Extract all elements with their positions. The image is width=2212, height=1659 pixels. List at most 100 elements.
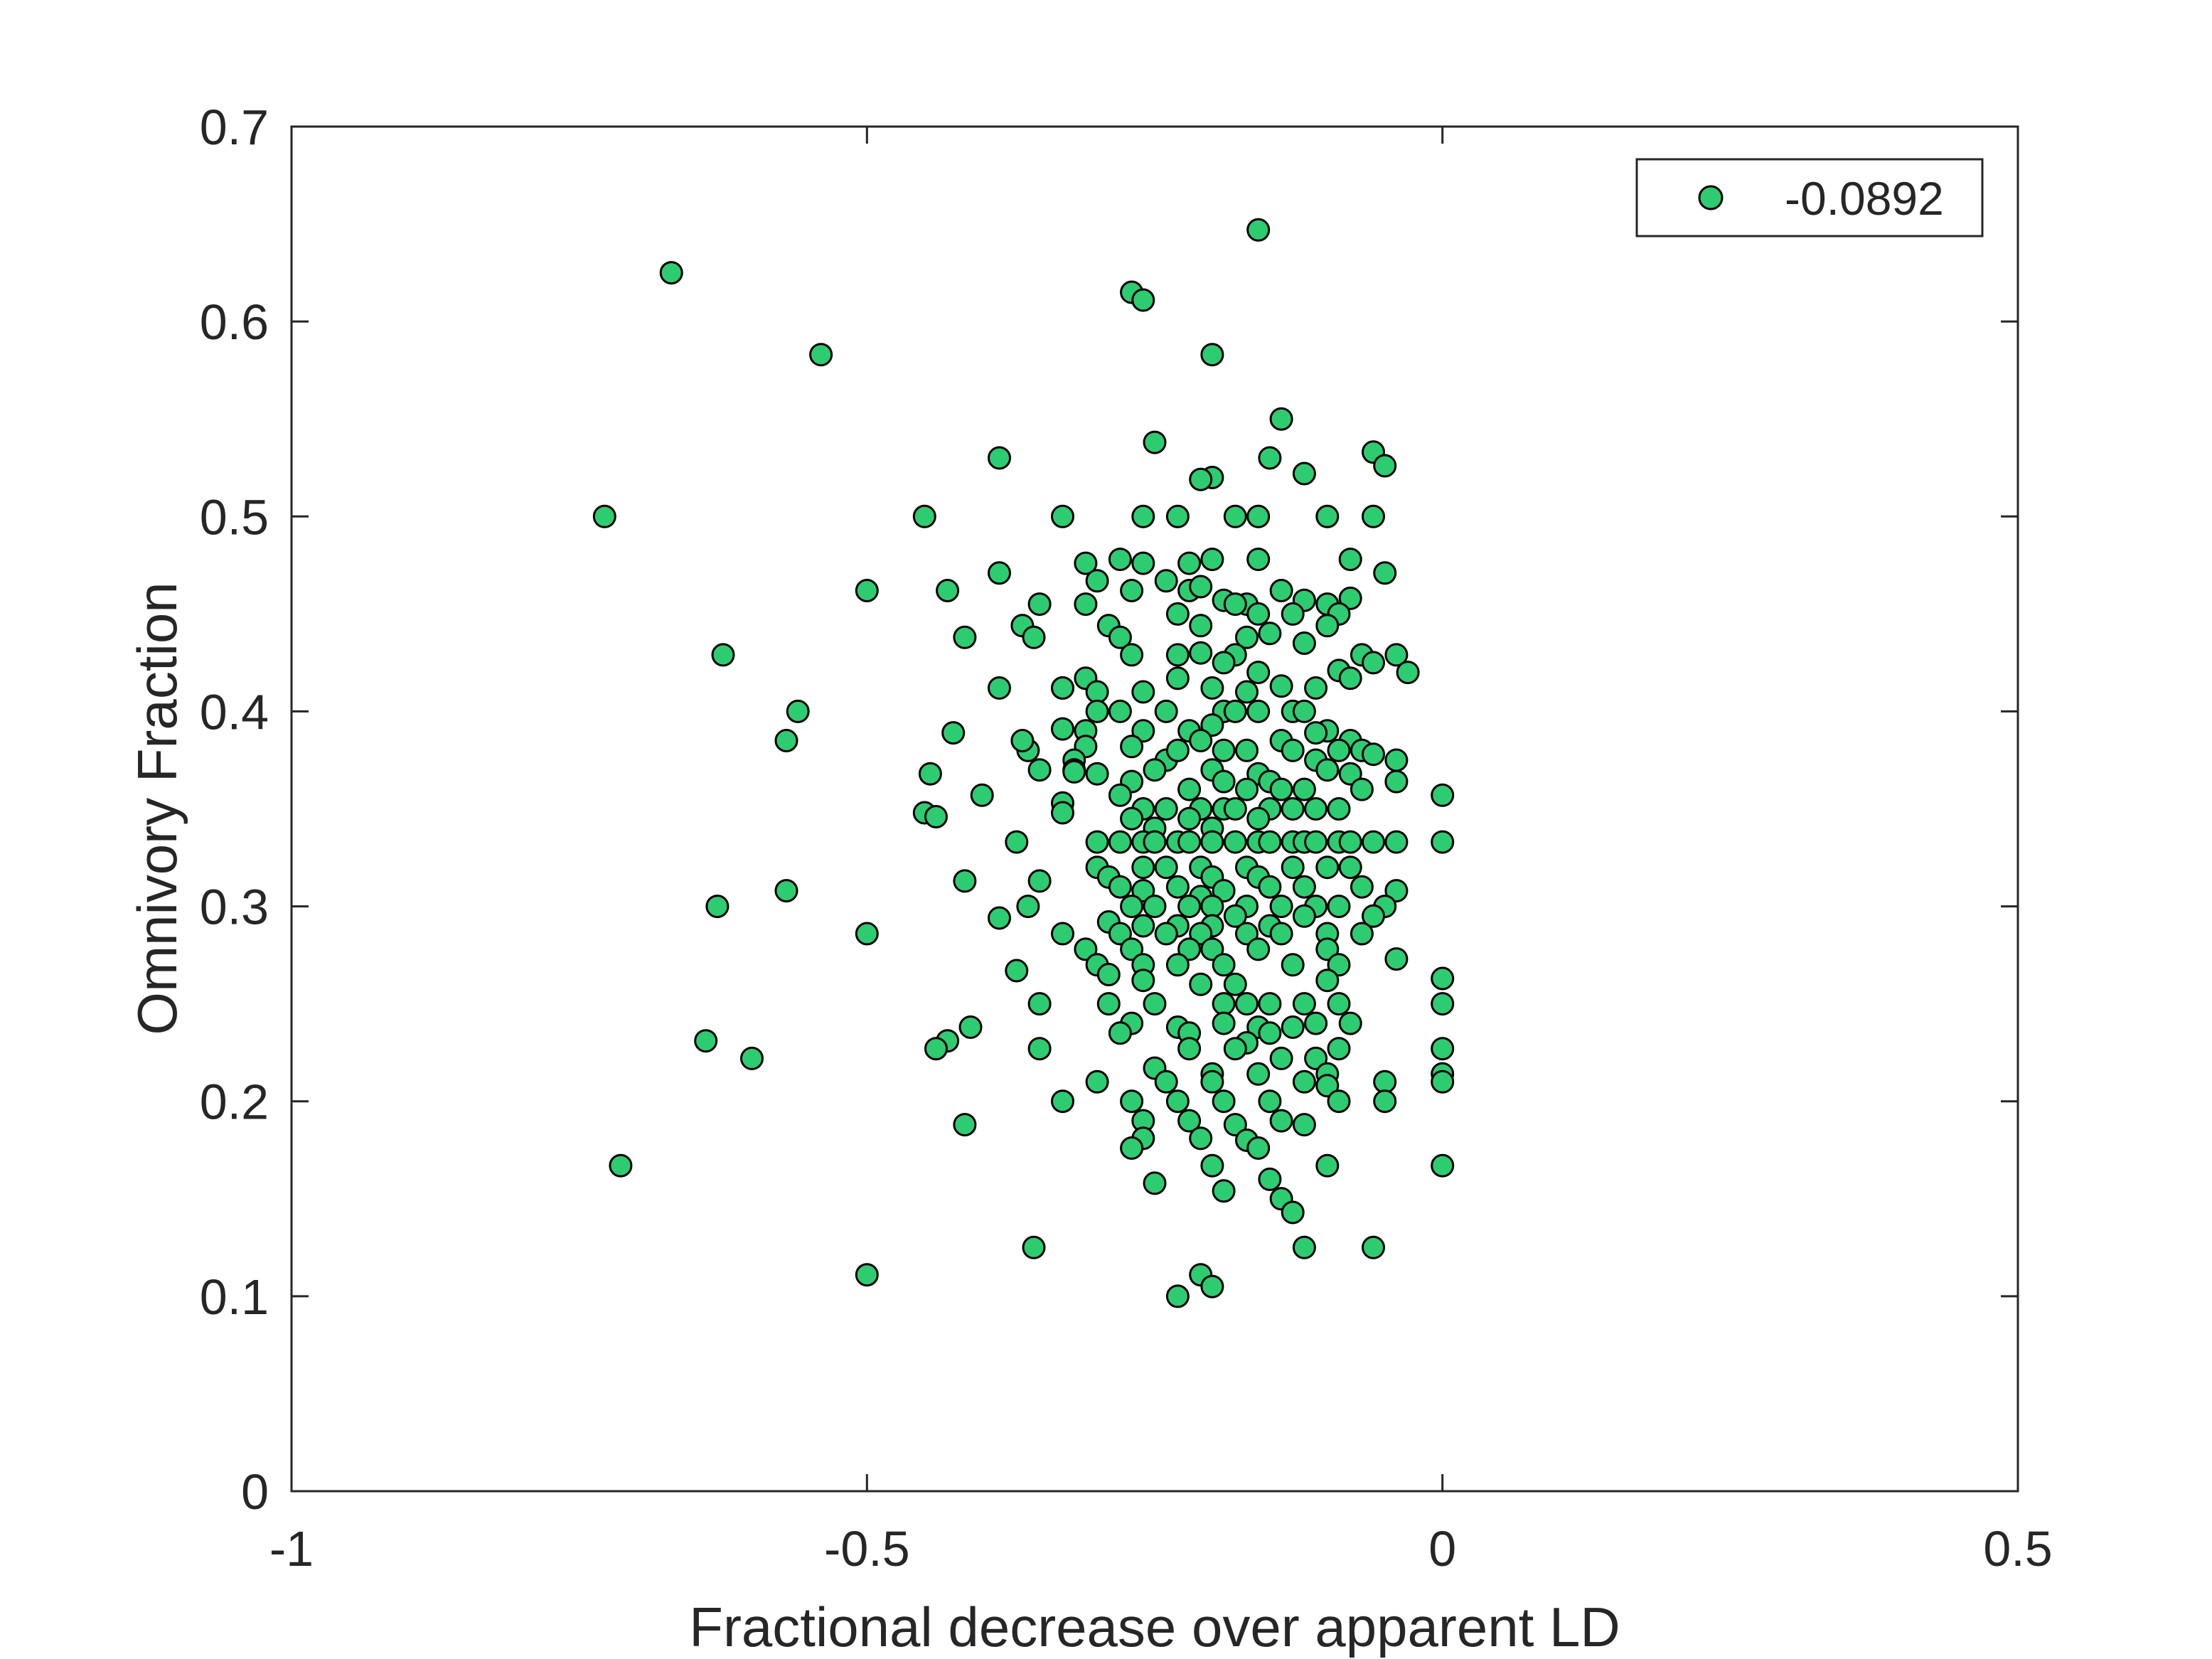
data-point xyxy=(1258,446,1282,470)
data-point xyxy=(1027,992,1052,1016)
data-point xyxy=(1212,769,1236,794)
data-point xyxy=(1165,875,1190,899)
data-point xyxy=(1177,806,1202,831)
x-tick-label: -0.5 xyxy=(824,1521,910,1577)
data-point xyxy=(1281,738,1305,762)
data-point xyxy=(1292,875,1316,899)
data-point xyxy=(1200,676,1224,700)
data-point xyxy=(1177,777,1202,801)
data-point xyxy=(1362,904,1385,928)
data-point xyxy=(1338,666,1362,690)
data-point xyxy=(1143,895,1167,919)
plot-area-frame xyxy=(290,125,2019,1493)
data-point xyxy=(1292,699,1316,723)
data-point xyxy=(1384,748,1409,772)
data-point xyxy=(1269,407,1293,431)
data-point xyxy=(1120,895,1144,919)
data-point xyxy=(1143,758,1167,782)
data-point xyxy=(1315,855,1340,880)
data-point xyxy=(1131,879,1155,903)
data-point xyxy=(1258,622,1282,646)
data-point xyxy=(1315,1153,1340,1178)
data-point xyxy=(1108,625,1132,649)
data-point xyxy=(1292,992,1316,1016)
data-point xyxy=(1154,922,1178,946)
data-point xyxy=(1327,953,1351,977)
data-point xyxy=(1108,922,1132,946)
data-point xyxy=(1281,953,1305,977)
data-point xyxy=(1304,1011,1328,1035)
data-point xyxy=(1338,1011,1362,1035)
data-point xyxy=(936,579,960,602)
data-point xyxy=(1246,548,1271,572)
data-point xyxy=(1362,1235,1385,1259)
data-point xyxy=(1154,855,1178,880)
data-point xyxy=(1154,569,1178,593)
data-point xyxy=(1223,797,1247,821)
data-point xyxy=(659,261,683,285)
data-point xyxy=(1384,830,1409,854)
data-point xyxy=(1177,1037,1202,1061)
data-point xyxy=(1269,895,1293,919)
data-point xyxy=(1212,651,1236,675)
data-point xyxy=(1327,738,1351,762)
data-point xyxy=(855,922,879,946)
data-point xyxy=(1373,454,1397,478)
legend-entry-label: -0.0892 xyxy=(1785,172,1944,225)
data-point xyxy=(1022,1235,1046,1259)
data-point xyxy=(1350,777,1374,801)
data-point xyxy=(1200,937,1224,961)
data-point xyxy=(705,895,730,919)
legend-marker xyxy=(1698,185,1724,210)
data-point xyxy=(1212,992,1236,1016)
data-point xyxy=(1373,1089,1397,1114)
data-point xyxy=(912,504,936,528)
data-point xyxy=(1362,830,1385,854)
data-point xyxy=(1143,430,1167,454)
data-point xyxy=(1085,1069,1109,1094)
data-point xyxy=(1096,992,1121,1016)
data-point xyxy=(1085,680,1109,704)
data-point xyxy=(1304,830,1328,854)
data-point xyxy=(855,1263,879,1287)
data-point xyxy=(1051,801,1074,825)
data-point xyxy=(1131,719,1155,743)
data-point xyxy=(1143,830,1167,854)
data-point xyxy=(1177,1109,1202,1133)
data-point xyxy=(1281,602,1305,626)
data-point xyxy=(1246,699,1271,723)
data-point xyxy=(1005,959,1029,983)
data-point xyxy=(1212,1011,1236,1035)
data-point xyxy=(988,446,1011,470)
data-point xyxy=(1223,592,1247,617)
data-point xyxy=(1177,551,1202,575)
data-point xyxy=(1292,777,1316,801)
data-point xyxy=(1258,830,1282,854)
data-point xyxy=(1315,969,1340,993)
data-point xyxy=(711,643,735,667)
data-point xyxy=(1051,717,1074,741)
data-point xyxy=(1362,742,1385,767)
data-point xyxy=(1223,1113,1247,1137)
data-point xyxy=(1165,602,1190,626)
data-point xyxy=(1189,972,1213,996)
data-point xyxy=(592,504,616,528)
data-point xyxy=(1246,1136,1271,1160)
data-point xyxy=(924,1037,948,1061)
data-point xyxy=(1131,914,1155,938)
data-point xyxy=(918,762,942,786)
data-point xyxy=(1131,551,1155,575)
data-point xyxy=(1235,992,1259,1016)
data-point xyxy=(1131,969,1155,993)
data-point xyxy=(1074,937,1098,961)
data-point xyxy=(1200,713,1224,737)
data-point xyxy=(774,879,798,903)
data-point xyxy=(1292,1113,1316,1137)
data-point xyxy=(1189,1126,1213,1151)
data-point xyxy=(1269,674,1293,698)
data-point xyxy=(1258,875,1282,899)
data-point xyxy=(1200,1153,1224,1178)
data-point xyxy=(1177,937,1202,961)
data-point xyxy=(1338,762,1362,786)
data-point xyxy=(1431,783,1455,807)
